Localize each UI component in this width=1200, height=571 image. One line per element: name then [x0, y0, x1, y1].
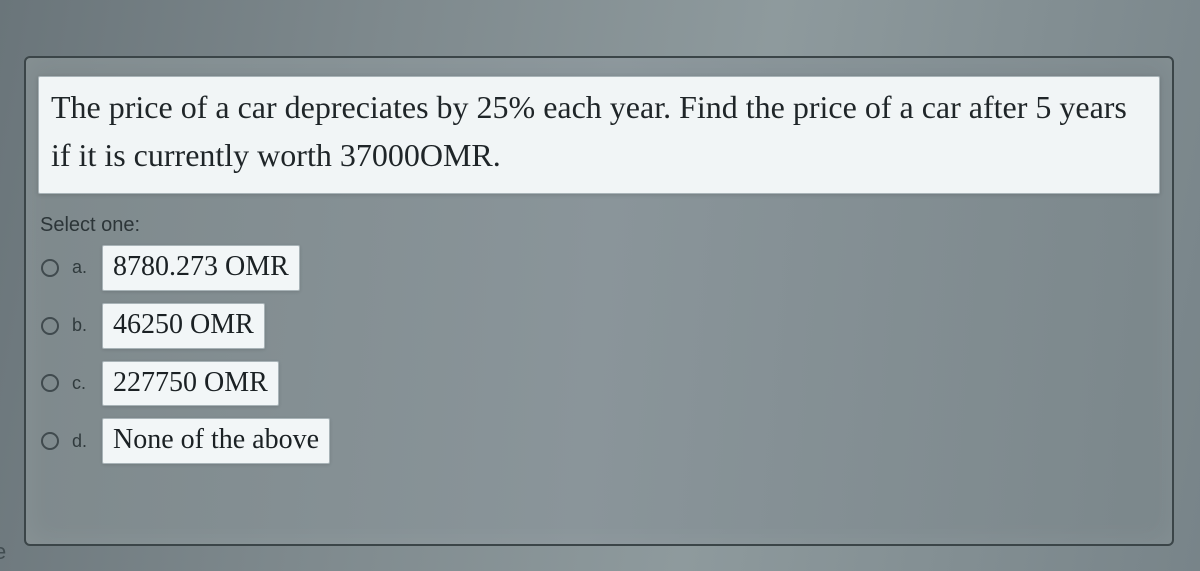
option-d-value: None of the above: [102, 418, 330, 464]
options-group: a. 8780.273 OMR b. 46250 OMR c. 227750 O…: [40, 245, 1172, 464]
option-c-radio[interactable]: [41, 374, 59, 392]
option-a-radio[interactable]: [41, 259, 59, 277]
option-c-value: 227750 OMR: [102, 361, 279, 407]
option-d-letter: d.: [72, 431, 90, 452]
option-a-letter: a.: [72, 257, 90, 278]
question-panel: The price of a car depreciates by 25% ea…: [24, 56, 1174, 546]
option-d-radio[interactable]: [41, 432, 59, 450]
option-b[interactable]: b. 46250 OMR: [40, 303, 1172, 349]
option-a[interactable]: a. 8780.273 OMR: [40, 245, 1172, 291]
option-d[interactable]: d. None of the above: [40, 418, 1172, 464]
option-c[interactable]: c. 227750 OMR: [40, 361, 1172, 407]
question-text-card: The price of a car depreciates by 25% ea…: [38, 76, 1160, 194]
question-text: The price of a car depreciates by 25% ea…: [51, 83, 1147, 179]
select-one-label: Select one:: [40, 214, 1172, 237]
option-b-radio[interactable]: [41, 317, 59, 335]
offscreen-letter: e: [0, 539, 6, 565]
option-b-value: 46250 OMR: [102, 303, 265, 349]
option-b-letter: b.: [72, 315, 90, 336]
option-c-letter: c.: [72, 373, 90, 394]
option-a-value: 8780.273 OMR: [102, 245, 300, 291]
